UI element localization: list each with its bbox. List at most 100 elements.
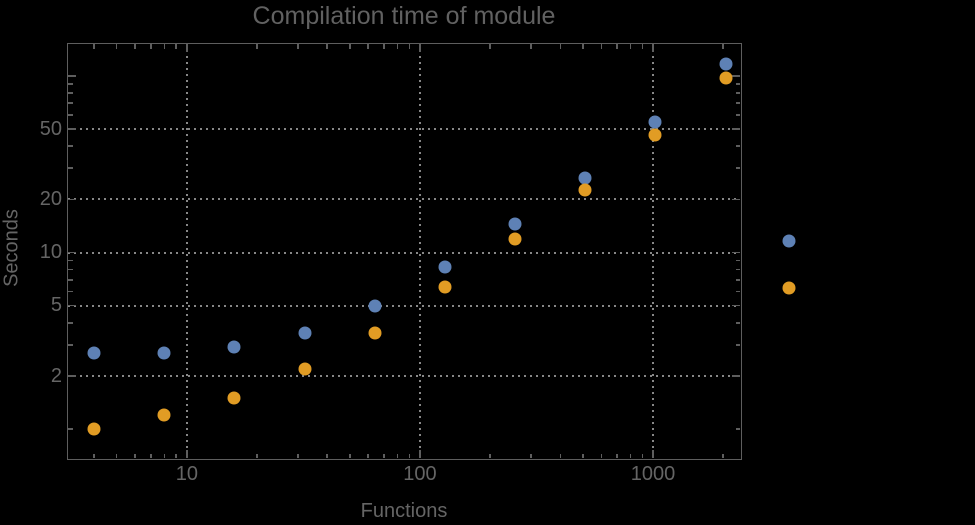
x-minor-tick-top [349,44,351,49]
x-minor-tick [600,453,603,458]
x-minor-tick [297,453,299,458]
data-point-series-1 [157,346,171,360]
data-point-series-1 [368,299,382,313]
y-minor-tick [68,279,73,281]
y-gridline [68,198,740,201]
x-minor-tick-top [600,44,603,49]
data-point-series-1 [508,217,522,231]
y-tick-label: 10 [39,241,62,263]
x-minor-tick [150,453,152,458]
x-minor-tick [367,453,369,458]
y-minor-tick-right [735,114,740,116]
x-minor-tick-top [616,44,618,49]
y-gridline [68,251,740,254]
data-point-series-2 [719,71,733,85]
y-minor-tick [68,259,73,262]
y-major-tick-right [732,75,740,77]
x-minor-tick [349,453,351,458]
y-minor-tick-right [735,279,740,281]
y-gridline [68,375,740,377]
y-minor-tick [68,83,73,85]
y-minor-tick-right [735,344,740,346]
data-point-series-1 [648,115,662,129]
y-minor-tick [68,290,73,293]
y-minor-tick-right [735,428,740,430]
y-major-tick [68,375,76,377]
x-minor-tick [383,453,385,458]
x-minor-tick-top [326,44,328,49]
x-minor-tick [616,453,618,458]
x-minor-tick-top [256,44,258,49]
y-tick-label: 50 [39,117,62,140]
x-major-tick-top [652,44,654,52]
y-major-tick-right [732,375,740,377]
data-point-series-2 [298,362,312,376]
x-minor-tick-top [582,44,584,49]
data-point-series-2 [438,280,452,294]
x-minor-tick [559,453,561,458]
x-minor-tick [93,453,95,458]
chart-title: Compilation time of module [252,2,556,30]
x-gridline [185,44,188,458]
x-minor-tick [530,453,532,458]
y-major-tick-right [732,251,740,254]
x-minor-tick-top [93,44,95,49]
y-minor-tick-right [735,322,740,324]
data-point-series-1 [438,260,452,274]
y-minor-tick [68,268,73,271]
data-point-series-2 [578,183,592,197]
x-minor-tick [134,453,136,458]
data-point-series-1 [298,326,312,340]
x-minor-tick [175,453,177,458]
x-minor-tick-top [629,44,632,49]
y-minor-tick-right [735,145,740,147]
y-major-tick [68,304,76,307]
x-minor-tick-top [641,44,644,49]
x-tick-label: 100 [403,463,437,485]
y-minor-tick-right [735,259,740,262]
x-minor-tick-top [722,44,724,49]
x-minor-tick-top [396,44,399,49]
y-minor-tick [68,102,73,104]
x-minor-tick-top [530,44,532,49]
x-major-tick [186,450,188,458]
y-minor-tick [68,92,73,94]
x-minor-tick-top [408,44,411,49]
x-minor-tick [256,453,258,458]
y-tick-label: 5 [50,294,62,317]
x-tick-label: 1000 [630,463,676,485]
x-minor-tick-top [175,44,177,49]
y-major-tick [68,198,76,201]
x-minor-tick [396,453,399,458]
x-minor-tick [115,453,118,458]
data-point-series-2 [87,422,101,436]
x-minor-tick-top [134,44,136,49]
x-minor-tick-top [383,44,385,49]
x-minor-tick [163,453,166,458]
x-minor-tick-top [115,44,118,49]
y-minor-tick [68,428,73,430]
y-major-tick-right [732,304,740,307]
x-gridline [418,44,421,458]
data-point-series-2 [227,391,241,405]
y-major-tick [68,251,76,254]
x-minor-tick [641,453,644,458]
y-minor-tick [68,322,73,324]
y-major-tick-right [732,128,740,130]
y-minor-tick [68,344,73,346]
x-major-tick-top [186,44,188,52]
plot-frame [66,42,742,460]
y-minor-tick-right [735,290,740,293]
y-gridline [68,128,740,130]
y-minor-tick-right [735,92,740,94]
x-minor-tick-top [367,44,369,49]
y-major-tick [68,128,76,130]
x-minor-tick-top [163,44,166,49]
data-point-series-2 [648,128,662,142]
x-minor-tick-top [489,44,491,49]
x-gridline [652,44,654,458]
x-minor-tick-top [559,44,561,49]
x-tick-label: 10 [175,463,198,485]
legend-marker-series-2 [782,281,796,295]
